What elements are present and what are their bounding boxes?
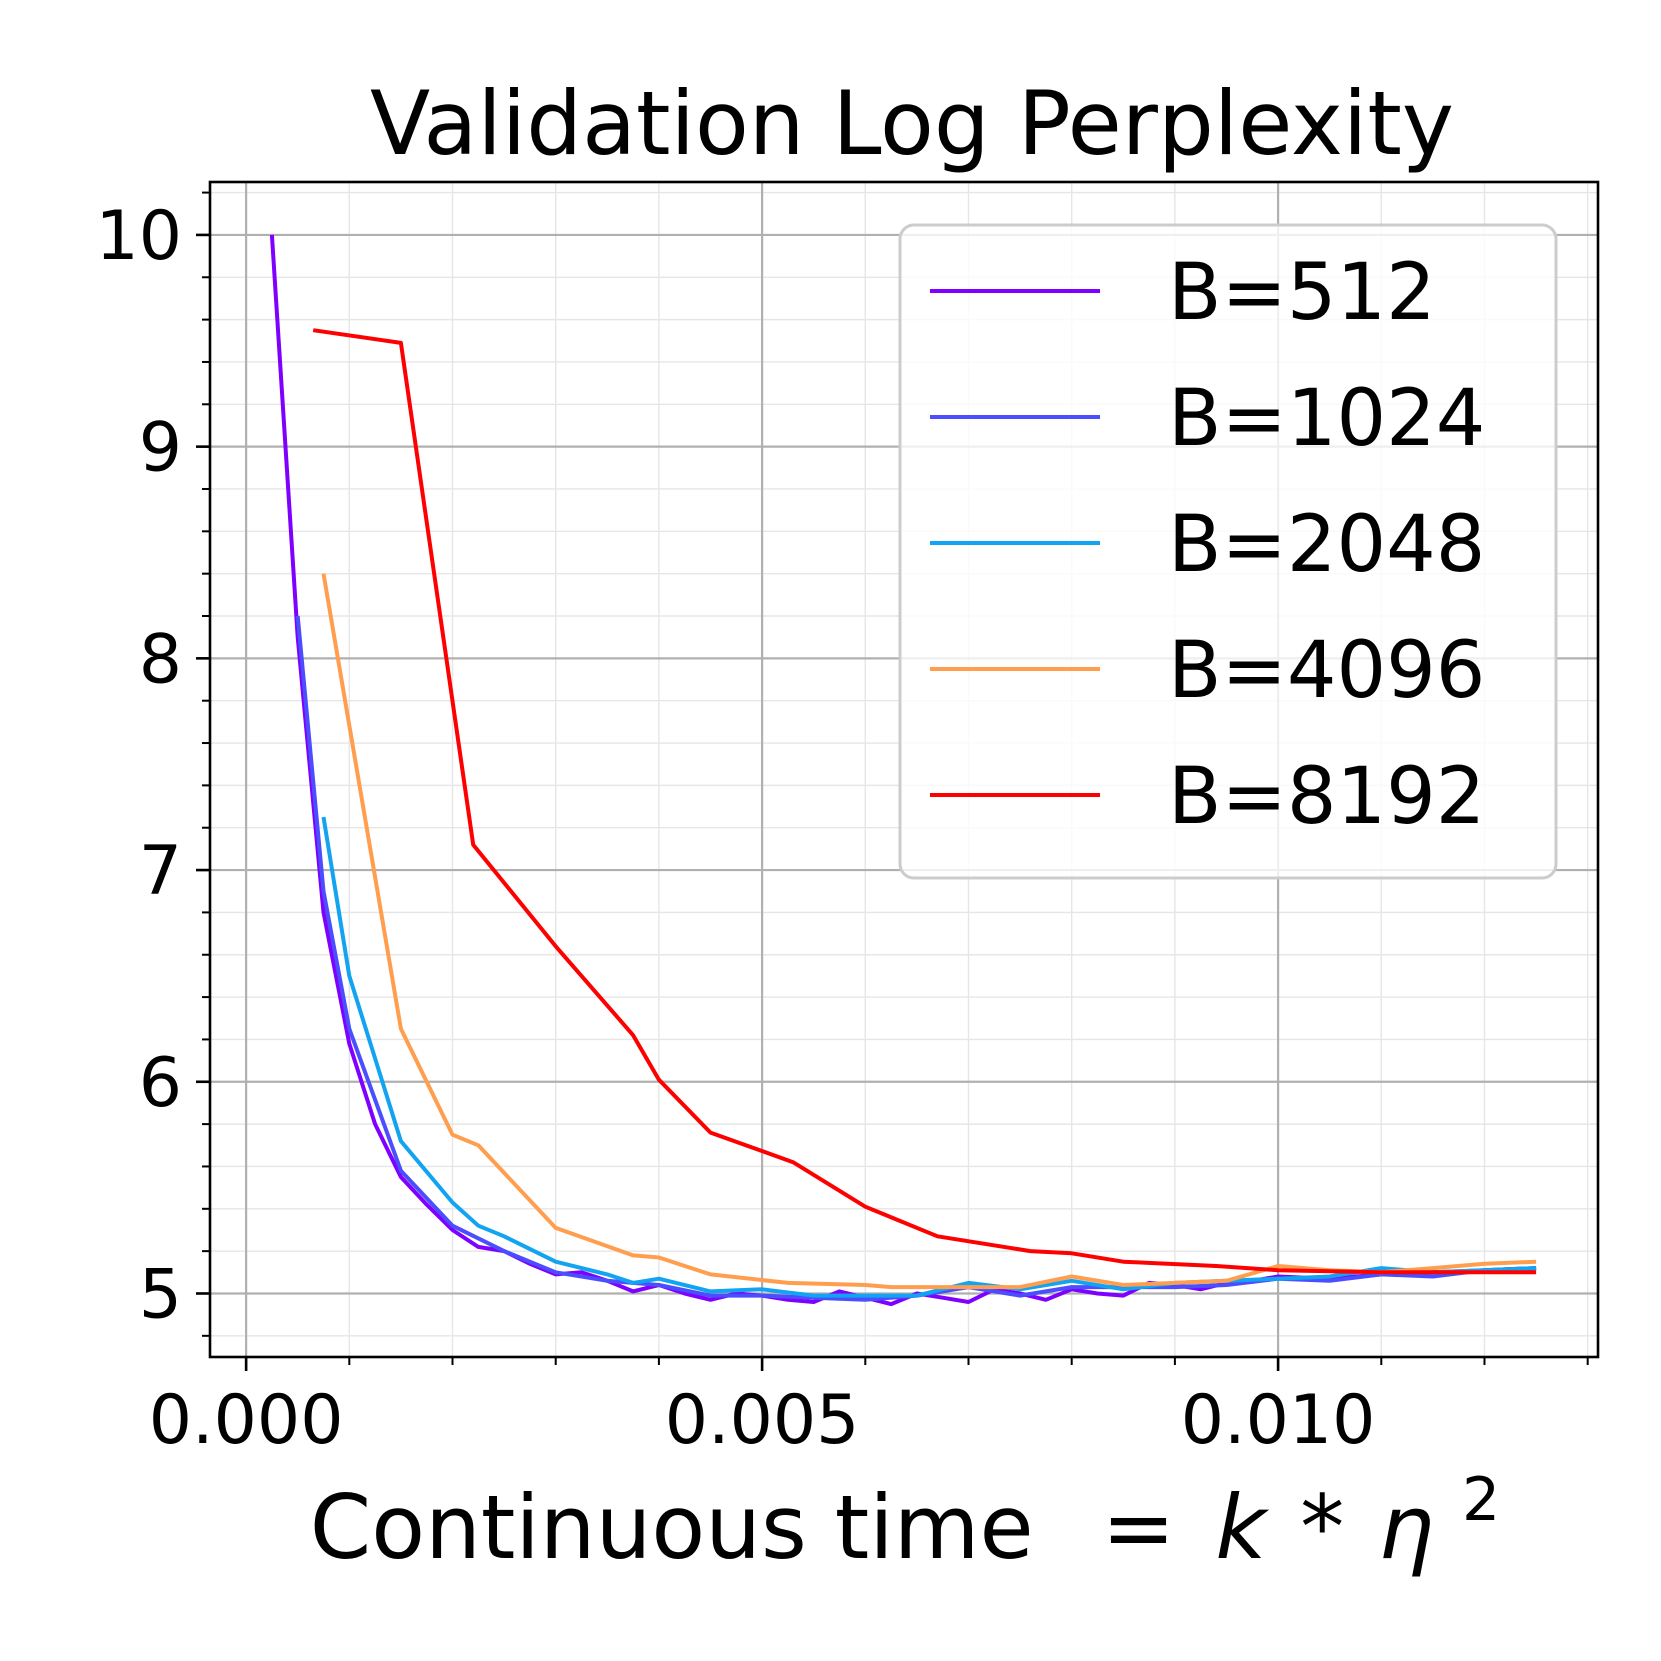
legend-frame xyxy=(898,223,1558,880)
x-tick-label: 0.000 xyxy=(149,1381,344,1460)
x-axis-label-exponent: 2 xyxy=(1462,1465,1500,1535)
legend: B=512 B=1024 B=2048 B=4096 B=8192 xyxy=(898,223,1558,880)
series-line-5 xyxy=(312,328,1537,1275)
series-layer xyxy=(269,234,1537,1307)
series-line-3 xyxy=(321,816,1537,1298)
x-tick-label: 0.010 xyxy=(1181,1381,1376,1460)
x-axis-label-eq: = xyxy=(1102,1476,1176,1579)
series-line-2 xyxy=(295,615,1537,1302)
legend-label-5: B=8192 xyxy=(1168,752,1485,842)
x-axis-label: Continuous time = k * η 2 xyxy=(310,1465,1500,1579)
ticks-layer xyxy=(196,191,1589,1371)
legend-label-4: B=4096 xyxy=(1168,626,1485,716)
y-tick-label: 6 xyxy=(139,1044,182,1123)
x-axis-label-k: k xyxy=(1215,1476,1269,1579)
x-axis-label-text: Continuous time xyxy=(310,1476,1034,1579)
x-axis-label-star: * xyxy=(1300,1476,1344,1579)
chart-title: Validation Log Perplexity xyxy=(370,72,1454,175)
y-tick-label: 9 xyxy=(139,409,182,488)
legend-label-2: B=1024 xyxy=(1168,374,1485,464)
legend-label-3: B=2048 xyxy=(1168,500,1485,590)
y-tick-label: 7 xyxy=(139,832,182,911)
tick-labels: 0.000 0.005 0.010 5 6 7 8 9 10 xyxy=(95,197,1375,1460)
legend-label-1: B=512 xyxy=(1168,248,1436,338)
y-tick-label: 8 xyxy=(139,620,182,699)
x-axis-label-eta: η xyxy=(1378,1476,1434,1579)
y-tick-label: 5 xyxy=(139,1255,182,1334)
y-tick-label: 10 xyxy=(95,197,182,276)
plot-frame xyxy=(208,180,1600,1359)
x-tick-label: 0.005 xyxy=(665,1381,860,1460)
